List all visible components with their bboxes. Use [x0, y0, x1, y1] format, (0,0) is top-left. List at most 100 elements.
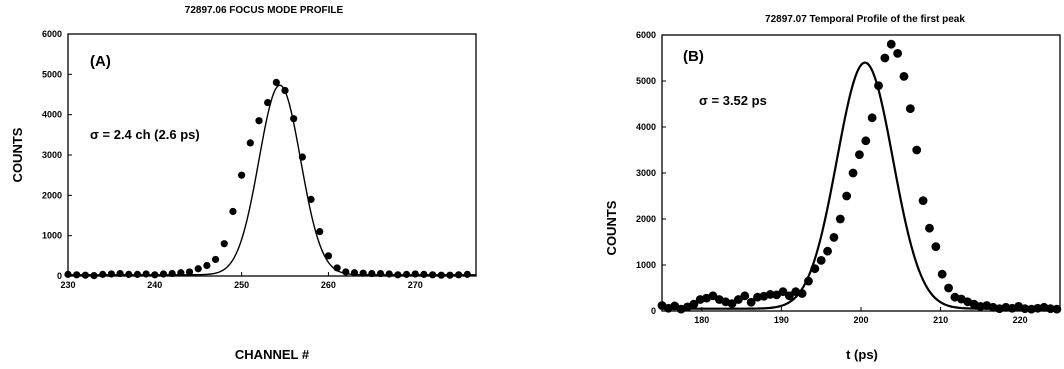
- panel-a-fit-curve: [68, 84, 476, 276]
- data-point: [264, 98, 272, 107]
- y-tick-label: 3000: [636, 168, 656, 178]
- data-point: [159, 270, 168, 278]
- data-point: [125, 270, 133, 278]
- panel-a-x-axis-label: CHANNEL #: [235, 347, 310, 362]
- data-point: [899, 72, 909, 81]
- panel-b-sigma-annotation: σ = 3.52 ps: [699, 93, 767, 108]
- panel-a-sigma-annotation: σ = 2.4 ch (2.6 ps): [90, 127, 200, 142]
- x-tick-label: 240: [147, 280, 162, 290]
- data-point: [905, 104, 915, 113]
- data-point: [835, 214, 845, 224]
- data-point: [1052, 304, 1062, 314]
- data-point: [411, 270, 419, 278]
- y-tick-label: 0: [57, 271, 62, 281]
- data-point: [229, 207, 237, 216]
- data-point: [177, 269, 185, 277]
- y-tick-label: 6000: [636, 30, 656, 40]
- data-point: [861, 136, 871, 146]
- data-point: [455, 271, 463, 279]
- x-tick-label: 260: [321, 280, 336, 290]
- data-point: [937, 269, 947, 279]
- x-tick-label: 180: [694, 315, 709, 325]
- panel-a: 72897.06 FOCUS MODE PROFILE 0 1000 2000 300…: [10, 5, 477, 362]
- data-point: [385, 270, 393, 278]
- y-tick-label: 0: [651, 306, 656, 316]
- data-point: [918, 196, 928, 206]
- data-point: [324, 252, 333, 260]
- panel-b-plot-frame: [661, 34, 1061, 312]
- data-point: [727, 299, 737, 309]
- data-point: [855, 150, 864, 160]
- x-tick-label: 210: [933, 315, 948, 325]
- x-tick-label: 230: [60, 280, 75, 290]
- y-tick-label: 2000: [42, 190, 62, 200]
- y-tick-label: 3000: [42, 150, 62, 160]
- y-tick-label: 6000: [42, 29, 62, 39]
- data-point: [420, 270, 428, 278]
- data-point: [867, 113, 877, 123]
- data-point: [823, 246, 832, 256]
- data-point: [272, 78, 280, 86]
- data-point: [64, 270, 72, 278]
- y-tick-label: 1000: [636, 260, 656, 270]
- data-point: [116, 269, 124, 278]
- data-point: [1046, 304, 1055, 314]
- data-point: [290, 115, 298, 123]
- data-point: [203, 261, 211, 270]
- data-point: [99, 270, 107, 278]
- data-point: [307, 195, 315, 203]
- panel-a-y-axis-label: COUNTS: [10, 127, 25, 182]
- data-point: [168, 269, 176, 278]
- data-point: [746, 297, 756, 307]
- data-point: [368, 269, 376, 278]
- y-tick-label: 4000: [636, 122, 656, 132]
- data-point: [376, 269, 385, 278]
- data-point: [194, 265, 202, 273]
- data-point: [816, 256, 826, 265]
- data-point: [874, 81, 883, 90]
- panel-b-data-points: [657, 39, 1062, 314]
- data-point: [931, 242, 941, 252]
- data-point: [81, 271, 89, 279]
- data-point: [880, 53, 890, 63]
- data-point: [912, 145, 922, 155]
- data-point: [142, 270, 150, 278]
- y-tick-label: 5000: [636, 76, 656, 86]
- data-point: [886, 39, 896, 49]
- data-point: [810, 264, 820, 274]
- data-point: [220, 240, 228, 248]
- data-point: [350, 269, 359, 277]
- data-point: [740, 291, 750, 301]
- panel-b: 72897.07 Temporal Profile of the first p…: [604, 14, 1062, 362]
- panel-b-title: 72897.07 Temporal Profile of the first p…: [765, 14, 965, 25]
- data-point: [90, 272, 98, 280]
- panel-a-y-axis: 0 1000 2000 3000 4000 5000 6000: [42, 29, 72, 281]
- data-point: [133, 270, 142, 278]
- x-tick-label: 190: [774, 315, 789, 325]
- data-point: [804, 276, 813, 286]
- panel-a-data-points: [64, 78, 471, 280]
- data-point: [689, 299, 699, 309]
- y-tick-label: 4000: [42, 110, 62, 120]
- data-point: [333, 264, 341, 272]
- x-tick-label: 250: [234, 280, 249, 290]
- data-point: [429, 271, 437, 279]
- data-point: [107, 270, 115, 278]
- data-point: [342, 268, 350, 276]
- panel-b-y-axis-label: COUNTS: [604, 200, 619, 255]
- data-point: [842, 191, 852, 201]
- x-tick-label: 200: [853, 315, 868, 325]
- data-point: [359, 269, 367, 277]
- panel-a-title: 72897.06 FOCUS MODE PROFILE: [185, 5, 344, 16]
- data-point: [765, 290, 775, 299]
- x-tick-label: 270: [408, 280, 423, 290]
- data-point: [238, 171, 246, 179]
- data-point: [185, 268, 194, 276]
- data-point: [255, 117, 263, 125]
- x-tick-label: 220: [1013, 315, 1028, 325]
- data-point: [246, 139, 254, 147]
- data-point: [848, 168, 858, 178]
- panel-b-x-axis-label: t (ps): [846, 347, 878, 362]
- data-point: [394, 271, 402, 279]
